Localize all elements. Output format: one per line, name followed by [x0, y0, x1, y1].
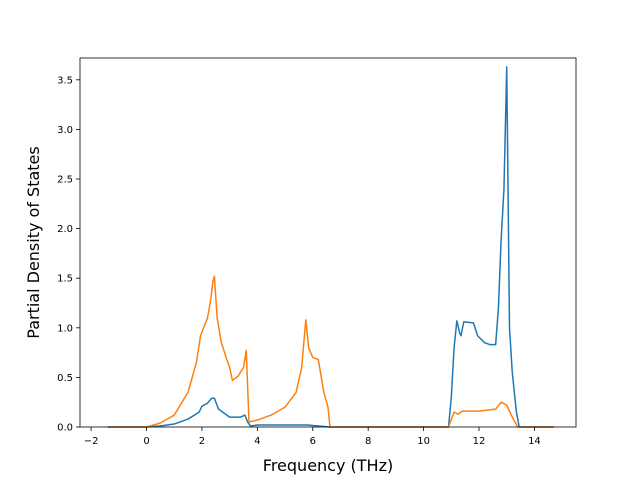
series-line-1	[107, 66, 554, 428]
y-tick-label: 3.0	[57, 125, 73, 136]
y-tick-label: 1.0	[57, 323, 73, 334]
x-tick-label: 4	[254, 436, 260, 447]
x-axis-ticks: −2 0 2 4 6 8 10 12 14	[84, 427, 541, 447]
x-tick-label: 2	[199, 436, 205, 447]
y-axis-label: Partial Density of States	[24, 146, 43, 338]
x-tick-label: 8	[365, 436, 371, 447]
y-tick-label: 1.5	[57, 274, 73, 285]
plot-frame	[79, 57, 577, 428]
x-tick-label: 14	[528, 436, 541, 447]
y-tick-label: 3.5	[57, 75, 73, 86]
x-tick-label: 6	[310, 436, 316, 447]
y-tick-label: 0.5	[57, 373, 73, 384]
y-axis-ticks: 0.0 0.5 1.0 1.5 2.0 2.5 3.0 3.5	[57, 75, 80, 434]
y-tick-label: 2.5	[57, 175, 73, 186]
x-tick-label: 10	[417, 436, 430, 447]
series-layer	[107, 66, 554, 428]
x-tick-label: −2	[84, 436, 99, 447]
x-axis-label: Frequency (THz)	[263, 456, 393, 475]
y-tick-label: 2.0	[57, 224, 73, 235]
x-tick-label: 0	[143, 436, 149, 447]
y-tick-label: 0.0	[57, 423, 73, 434]
x-tick-label: 12	[473, 436, 486, 447]
series-line-2	[107, 275, 554, 428]
